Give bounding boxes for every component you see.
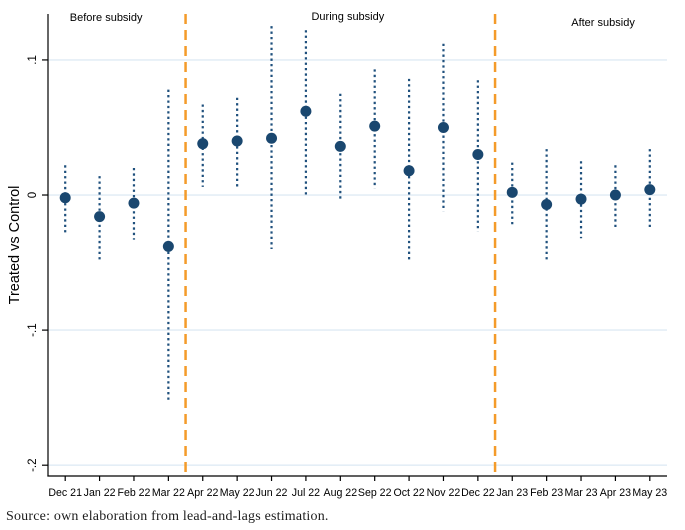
data-point [334, 140, 346, 152]
x-tick-label: Mar 23 [565, 487, 598, 499]
x-tick-label: Apr 23 [600, 487, 631, 499]
x-tick-label: Dec 22 [461, 487, 495, 499]
y-tick-label: -.1 [27, 323, 39, 336]
data-point [369, 120, 381, 132]
data-point [300, 105, 312, 117]
x-tick-label: Aug 22 [324, 487, 358, 499]
x-tick-label: Jan 22 [84, 487, 116, 499]
x-tick-label: Apr 22 [187, 487, 218, 499]
data-point [162, 240, 174, 252]
period-label: Before subsidy [70, 12, 143, 24]
x-tick-label: Feb 22 [117, 487, 150, 499]
x-tick-label: Feb 23 [530, 487, 563, 499]
x-tick-label: Nov 22 [427, 487, 461, 499]
data-point [437, 121, 449, 133]
period-label: During subsidy [311, 11, 384, 23]
data-point [506, 186, 518, 198]
data-point [609, 189, 621, 201]
data-point [541, 198, 553, 210]
x-tick-label: Mar 22 [152, 487, 185, 499]
data-point [197, 138, 209, 150]
data-point [94, 211, 106, 223]
data-point [59, 192, 71, 204]
x-tick-label: Sep 22 [358, 487, 392, 499]
x-tick-label: Dec 21 [48, 487, 82, 499]
data-point [403, 165, 415, 177]
data-point [472, 148, 484, 160]
source-note: Source: own elaboration from lead-and-la… [6, 509, 329, 524]
x-tick-label: Jun 22 [256, 487, 288, 499]
x-tick-label: Oct 22 [393, 487, 424, 499]
x-tick-label: Jan 23 [496, 487, 528, 499]
data-point [128, 197, 140, 209]
y-tick-label: -.2 [27, 458, 39, 471]
x-tick-label: Jul 22 [292, 487, 320, 499]
y-tick-label: 0 [27, 192, 39, 198]
x-tick-label: May 22 [220, 487, 255, 499]
period-label: After subsidy [571, 17, 635, 29]
data-point [575, 193, 587, 205]
data-point [231, 135, 243, 147]
x-tick-label: May 23 [632, 487, 667, 499]
y-tick-label: .1 [27, 55, 39, 65]
data-point [644, 184, 656, 196]
data-point [266, 132, 278, 144]
y-axis-title: Treated vs Control [7, 186, 23, 305]
